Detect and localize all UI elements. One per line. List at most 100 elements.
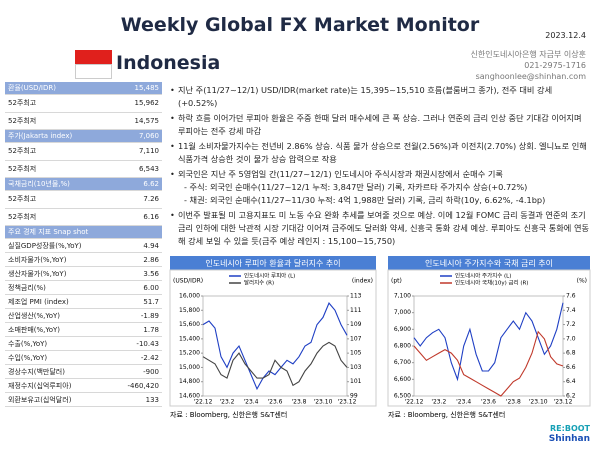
- bullet: • 외국인은 지난 주 5영업일 간(11/27~12/1) 인도네시아 주식시장…: [170, 168, 590, 207]
- row-label: 수입(%,YoY): [8, 353, 48, 362]
- table-row: 생산자물가(%,YoY) 3.56: [5, 267, 162, 281]
- row-value: 15,962: [134, 99, 160, 108]
- y2-tick-label: 6.4: [566, 378, 576, 385]
- x-tick-label: '23.12: [338, 399, 357, 406]
- row-value: -460,420: [127, 381, 159, 390]
- series-line: [413, 302, 564, 382]
- y-tick-label: 7,000: [394, 309, 411, 316]
- bullet-sub: - 주식: 외국인 순매수(11/27~12/1 누적: 3,847만 달러) …: [184, 182, 528, 192]
- row-value: 7.26: [143, 195, 159, 204]
- date: 2023.12.4: [545, 31, 586, 40]
- title: Weekly Global FX Market Monitor: [120, 14, 480, 36]
- table-row: 소비자물가(%,YoY) 2.86: [5, 253, 162, 267]
- y2-tick-label: 99: [350, 393, 358, 400]
- source: 자료 : Bloomberg, 신한은행 S&T센터: [170, 410, 287, 419]
- y2-tick-label: 6.2: [566, 393, 576, 400]
- table-row: 52주최저 6,543: [5, 161, 162, 178]
- row-value: 6.62: [143, 180, 159, 188]
- row-value: 7,110: [138, 147, 159, 156]
- table-row: 실질GDP성장률(%,YoY) 4.94: [5, 239, 162, 253]
- bullet-text: 하락 흐름 이어가던 루피아 환율은 주중 한때 달러 매수세에 큰 폭 상승.…: [178, 113, 582, 136]
- flag-red: [75, 50, 112, 64]
- y2-tick-label: 111: [350, 307, 362, 314]
- row-value: 6,543: [138, 164, 159, 173]
- bullet-text: 외국인은 지난 주 5영업일 간(11/27~12/1) 인도네시아 주식시장과…: [178, 169, 503, 179]
- table-row: 외환보유고(십억달러) 133: [5, 393, 162, 407]
- series-line: [202, 302, 348, 391]
- row-label: 환율(USD/IDR): [8, 84, 56, 92]
- legend-label: 인도네시아 루피아 (L): [244, 272, 295, 280]
- y2-tick-label: 105: [350, 350, 362, 357]
- series-line: [202, 341, 348, 387]
- bullet: • 지난 주(11/27~12/1) USD/IDR(market rate)는 …: [170, 84, 590, 110]
- chart-title-bar: [170, 256, 376, 270]
- row-label: 정책금리(%): [8, 283, 46, 292]
- y-tick-label: 15,400: [179, 335, 200, 342]
- row-value: 15,485: [134, 84, 160, 92]
- table-header-row: 국채금리(10년물,%) 6.62: [5, 178, 162, 191]
- y-tick-label: 14,600: [179, 393, 200, 400]
- bullet-dot: •: [170, 113, 175, 123]
- y-tick-label: 6,500: [394, 393, 411, 400]
- table-row: 정책금리(%) 6.00: [5, 281, 162, 295]
- x-tick-label: '22.12: [405, 399, 424, 406]
- row-label: 생산자물가(%,YoY): [8, 269, 67, 278]
- row-value: -10.43: [136, 339, 159, 348]
- y2-tick-label: 7.2: [566, 321, 576, 328]
- row-value: 14,575: [134, 116, 160, 125]
- logo-top: RE:BOOT: [550, 424, 590, 433]
- x-tick-label: '23.10: [314, 399, 333, 406]
- logo: RE:BOOT Shinhan: [549, 424, 590, 444]
- bullet-dot: •: [170, 210, 175, 220]
- table-row: 수입(%,YoY) -2.42: [5, 351, 162, 365]
- y-tick-label: 14,800: [179, 378, 200, 385]
- y-tick-label: 15,200: [179, 350, 200, 357]
- table-row: 소매판매(%,YoY) 1.78: [5, 323, 162, 337]
- commentary: • 지난 주(11/27~12/1) USD/IDR(market rate)는 …: [170, 84, 590, 250]
- bullet-sub: - 채권: 외국인 순매수(11/27~11/30 누적: 4억 1,988만 …: [184, 195, 546, 205]
- bullet-dot: •: [170, 169, 175, 179]
- y-tick-label: 15,600: [179, 321, 200, 328]
- x-tick-label: '23.4: [243, 399, 258, 406]
- table-header-row: 주가(Jakarta index) 7,060: [5, 130, 162, 143]
- row-value: 51.7: [143, 297, 159, 306]
- row-label: 산업생산(%,YoY): [8, 311, 61, 320]
- logo-bottom: Shinhan: [548, 434, 590, 444]
- row-value: 2.86: [143, 255, 159, 264]
- chart-frame: [169, 269, 377, 407]
- legend-label: 인도네시아 국채(10y) 금리 (R): [455, 279, 528, 287]
- x-tick-label: '23.10: [529, 399, 548, 406]
- table-row: 52주최저 6.16: [5, 209, 162, 226]
- y2-tick-label: 101: [350, 378, 362, 385]
- table-header-row: 주요 경제 지표 Snap shot: [5, 226, 162, 239]
- bullet: • 이번주 발표될 미 고용지표도 미 노동 수요 완화 추세를 보여줄 것으로 …: [170, 209, 590, 248]
- row-value: 7,060: [138, 132, 159, 140]
- y-tick-label: 6,900: [394, 326, 411, 333]
- y2-tick-label: 7.4: [566, 307, 576, 314]
- row-value: 3.56: [143, 269, 159, 278]
- country: Indonesia: [116, 52, 221, 74]
- table-row: 52주최고 15,962: [5, 95, 162, 113]
- chart-frame: [387, 269, 591, 407]
- y-tick-label: 7,100: [394, 293, 411, 300]
- y-tick-label: 6,700: [394, 359, 411, 366]
- bullet-body: 이번주 발표될 미 고용지표도 미 노동 수요 완화 추세를 보여줄 것으로 예…: [178, 209, 590, 248]
- row-label: 경상수지(백만달러): [8, 367, 65, 376]
- row-value: 133: [145, 395, 159, 404]
- row-value: 6.16: [143, 212, 159, 221]
- plot-area: [413, 295, 564, 397]
- row-label: 재정수지(십억루피아): [8, 381, 72, 390]
- y-tick-label: 15,800: [179, 307, 200, 314]
- row-label: 외환보유고(십억달러): [8, 395, 72, 404]
- row-value: 4.94: [143, 241, 159, 250]
- bullet-body: 지난 주(11/27~12/1) USD/IDR(market rate)는 1…: [178, 84, 590, 110]
- table-row: 재정수지(십억루피아) -460,420: [5, 379, 162, 393]
- chart-title-bar: [388, 256, 590, 270]
- chart-title: 인도네시아 루피아 환율과 달러지수 추이: [205, 258, 340, 268]
- y2-tick-label: 6.6: [566, 364, 576, 371]
- y-axis-unit: (USD/IDR): [173, 278, 203, 285]
- y2-tick-label: 113: [350, 293, 362, 300]
- bullet-text: 이번주 발표될 미 고용지표도 미 노동 수요 완화 추세를 보여줄 것으로 예…: [178, 210, 590, 246]
- row-value: -900: [143, 367, 159, 376]
